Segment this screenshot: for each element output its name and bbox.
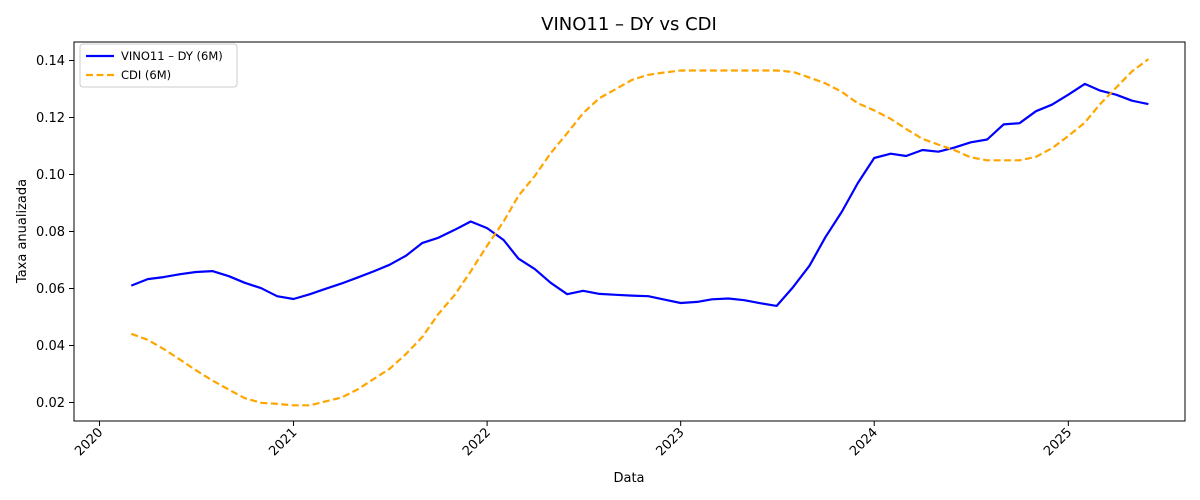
x-tick-label: 2022: [460, 425, 494, 459]
x-tick-label: 2024: [847, 425, 881, 459]
legend-label-vino11: VINO11 – DY (6M): [121, 49, 223, 63]
y-axis-title: Taxa anualizada: [15, 179, 30, 284]
series-line-vino11-dy: [130, 82, 1149, 307]
y-tick-label: 0.12: [36, 111, 65, 126]
legend-box: [79, 43, 238, 88]
series-layer: [130, 58, 1150, 407]
plot-area-frame: [73, 41, 1186, 422]
x-axis-title: Data: [613, 471, 644, 486]
y-tick-label: 0.06: [36, 282, 65, 297]
y-axis-ticks: 0.02 0.04 0.06 0.08 0.10 0.12 0.14: [36, 54, 74, 411]
y-tick-label: 0.02: [36, 396, 65, 411]
y-tick-label: 0.08: [36, 225, 65, 240]
y-tick-label: 0.14: [36, 54, 65, 69]
x-tick-label: 2025: [1041, 425, 1075, 459]
y-tick-label: 0.04: [36, 339, 65, 354]
x-axis-ticks: 2020 2021 2022 2023 2024 2025: [72, 421, 1075, 459]
legend-label-cdi: CDI (6M): [121, 68, 171, 82]
series-line-cdi: [130, 58, 1150, 407]
chart-title: VINO11 – DY vs CDI: [541, 14, 717, 35]
y-tick-label: 0.10: [36, 168, 65, 183]
legend: VINO11 – DY (6M) CDI (6M): [79, 43, 238, 88]
x-tick-label: 2021: [266, 425, 300, 459]
x-tick-label: 2023: [653, 425, 687, 459]
x-tick-label: 2020: [72, 425, 106, 459]
